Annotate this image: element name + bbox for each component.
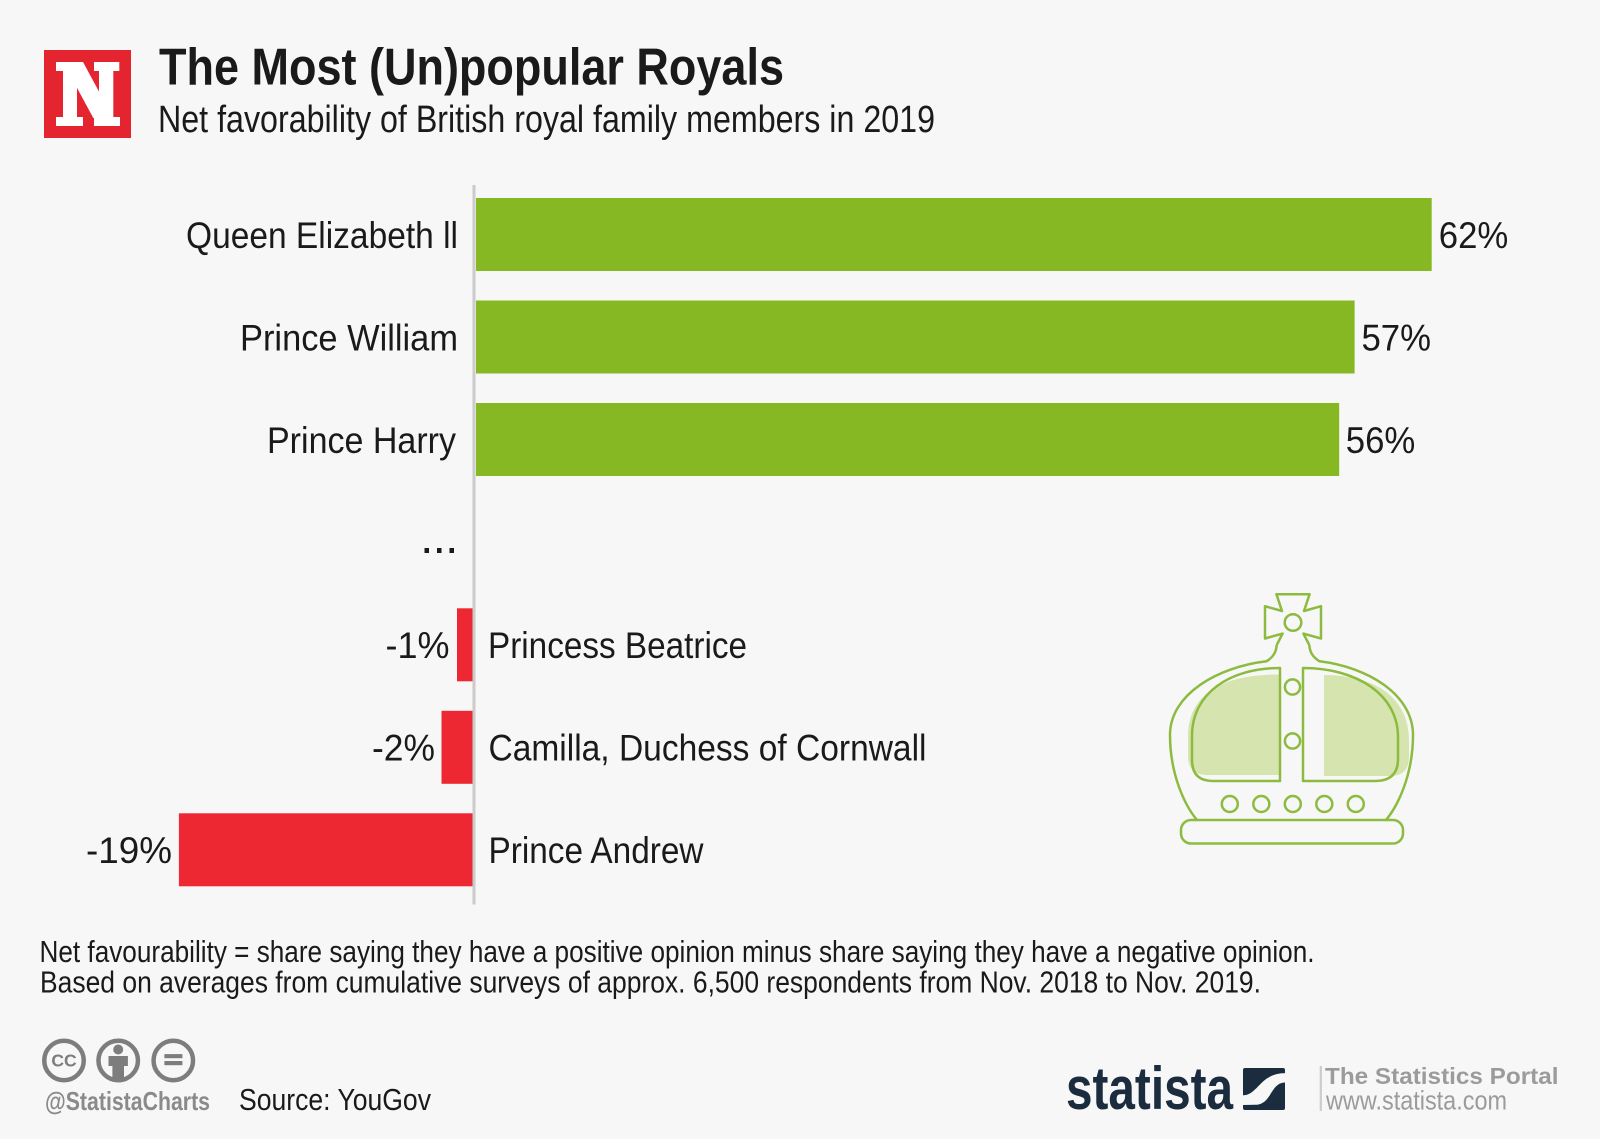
svg-text:statista: statista [1066,1055,1233,1122]
svg-text:-2%: -2% [372,727,435,768]
svg-text:The Most (Un)popular Royals: The Most (Un)popular Royals [159,39,784,97]
svg-text:Queen Elizabeth ll: Queen Elizabeth ll [186,215,458,256]
svg-text:62%: 62% [1439,215,1509,256]
svg-text:Prince Harry: Prince Harry [267,420,456,461]
svg-text:Source: YouGov: Source: YouGov [239,1082,431,1117]
svg-text:The Statistics Portal: The Statistics Portal [1325,1063,1559,1089]
svg-text:-19%: -19% [86,830,172,871]
svg-text:Prince Andrew: Prince Andrew [489,830,704,871]
svg-text:Princess Beatrice: Princess Beatrice [488,625,747,666]
svg-text:@StatistaCharts: @StatistaCharts [45,1086,210,1116]
svg-text:Net favorability of British ro: Net favorability of British royal family… [158,99,935,141]
svg-text:Net favourability = share sayi: Net favourability = share saying they ha… [40,934,1315,969]
svg-text:www.statista.com: www.statista.com [1325,1086,1507,1116]
svg-text:56%: 56% [1346,420,1416,461]
svg-text:57%: 57% [1362,317,1432,358]
svg-text:Camilla, Duchess of Cornwall: Camilla, Duchess of Cornwall [489,727,927,768]
svg-text:CC: CC [51,1051,77,1071]
svg-text:-1%: -1% [386,625,450,666]
svg-text:Based on averages from cumulat: Based on averages from cumulative survey… [40,964,1261,999]
svg-text:Prince William: Prince William [240,317,458,358]
